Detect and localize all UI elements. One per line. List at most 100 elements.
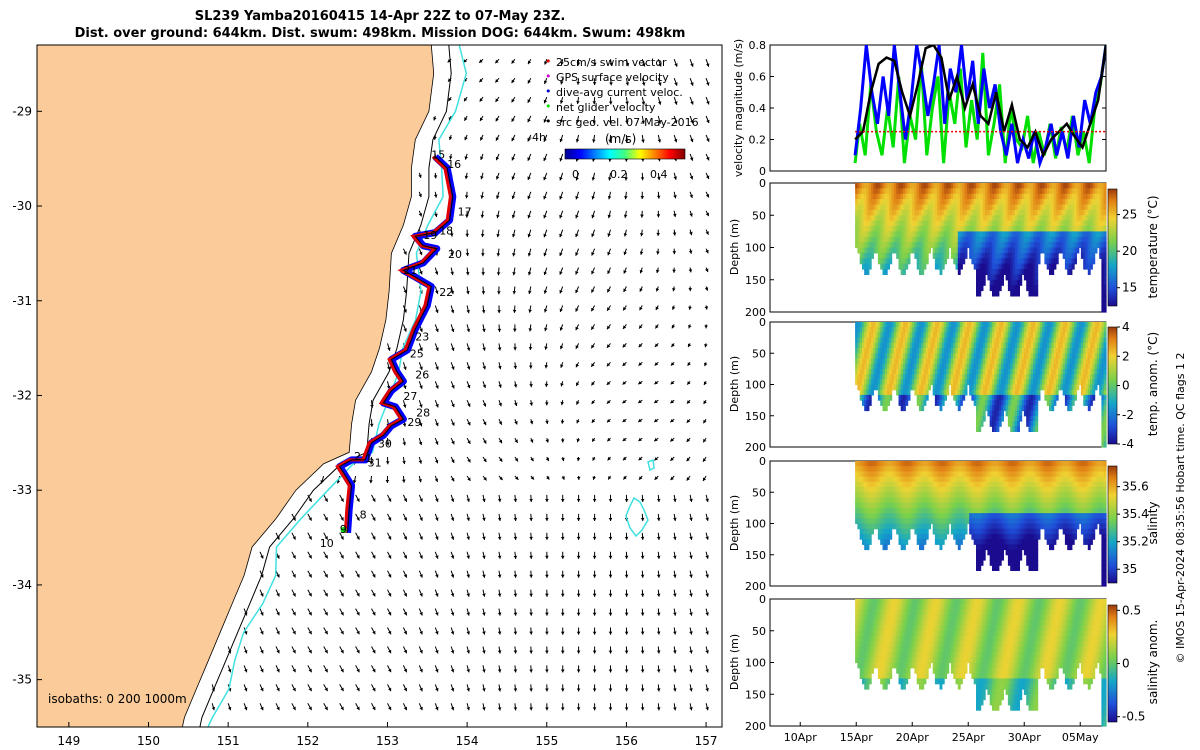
section-cell: [980, 199, 984, 206]
section-cell: [914, 252, 918, 259]
section-cell: [1087, 242, 1091, 249]
section-cell: [862, 358, 865, 365]
section-cell: [898, 374, 902, 380]
section-cell: [1019, 322, 1023, 328]
section-cell: [1035, 274, 1039, 281]
section-cell: [1001, 204, 1004, 211]
section-cell: [994, 363, 998, 370]
section-cell: [909, 220, 913, 227]
section-cell: [1085, 183, 1089, 189]
section-cell: [944, 193, 947, 200]
section-cell: [859, 258, 863, 265]
velocity-arrowhead: [624, 707, 629, 711]
section-cell: [994, 236, 998, 243]
section-cell: [866, 258, 870, 265]
velocity-arrowhead: [543, 233, 547, 238]
velocity-arrowhead: [403, 649, 407, 654]
section-cell: [862, 209, 865, 216]
section-cell: [866, 215, 870, 222]
section-cell: [884, 193, 888, 200]
section-cell: [932, 379, 936, 386]
section-cell: [937, 342, 941, 349]
section-cell: [896, 363, 900, 370]
section-cell: [978, 285, 982, 292]
section-cell: [978, 269, 982, 275]
section-cell: [996, 188, 1000, 195]
section-cell: [1067, 252, 1071, 259]
section-cell: [903, 368, 906, 375]
section-cell: [1030, 285, 1034, 292]
section-cell: [960, 263, 963, 270]
section-cell: [964, 389, 968, 396]
velocity-arrowhead: [688, 343, 692, 347]
section-cell: [1078, 231, 1082, 238]
section-cell: [900, 405, 904, 412]
section-cell: [887, 242, 890, 249]
section-cell: [996, 332, 1000, 339]
section-cell: [944, 226, 947, 232]
section-cell: [896, 231, 900, 238]
section-cell: [971, 394, 975, 401]
section-cell: [1026, 274, 1030, 281]
velocity-arrowhead: [356, 649, 360, 654]
section-cell: [882, 322, 886, 328]
section-cell: [989, 405, 993, 412]
section-cell: [1010, 358, 1014, 365]
section-cell: [934, 368, 938, 375]
section-cell: [1083, 226, 1087, 232]
section-cell: [1046, 247, 1050, 254]
section-cell: [946, 247, 950, 254]
section-cell: [969, 348, 973, 354]
section-cell: [1035, 327, 1039, 333]
section-cell: [1049, 220, 1052, 227]
section-cell: [1017, 379, 1020, 386]
velocity-arrowhead: [419, 687, 423, 692]
velocity-arrowhead: [576, 382, 580, 386]
section-cell: [964, 327, 968, 333]
section-cell: [1062, 193, 1066, 200]
section-cell: [1103, 279, 1107, 286]
section-cell: [898, 231, 902, 238]
section-cell: [1080, 247, 1084, 254]
section-cell: [1028, 252, 1032, 259]
velocity-arrowhead: [513, 631, 518, 635]
section-cell: [969, 384, 973, 391]
velocity-arrowhead: [527, 252, 532, 257]
section-cell: [982, 410, 986, 417]
velocity-arrowhead: [656, 612, 661, 616]
section-cell: [1012, 285, 1016, 292]
section-cell: [1103, 269, 1107, 275]
section-cell: [1094, 226, 1098, 232]
section-cell: [889, 226, 893, 232]
section-cell: [871, 353, 874, 360]
section-cell: [1094, 204, 1098, 211]
section-cell: [855, 322, 858, 328]
velocity-arrowhead: [498, 384, 502, 388]
section-cell: [1103, 231, 1107, 238]
section-cell: [1053, 220, 1057, 227]
section-cell: [873, 384, 877, 391]
section-cell: [1064, 247, 1068, 254]
velocity-arrowhead: [624, 536, 629, 540]
section-cell: [1096, 183, 1100, 189]
section-cell: [992, 400, 995, 406]
section-cell: [992, 279, 995, 286]
section-cell: [898, 204, 902, 211]
section-cell: [859, 332, 863, 339]
section-cell: [914, 199, 918, 206]
velocity-arrowhead: [528, 309, 532, 313]
section-cell: [1005, 183, 1009, 189]
section-cell: [1030, 188, 1034, 195]
section-cell: [1103, 306, 1107, 313]
section-cell: [1023, 379, 1027, 386]
velocity-arrowhead: [670, 399, 674, 404]
section-cell: [1017, 426, 1020, 432]
section-cell: [1019, 215, 1023, 222]
section-cell: [900, 379, 904, 386]
section-cell: [973, 263, 977, 270]
velocity-arrowhead: [688, 288, 692, 292]
section-cell: [889, 332, 893, 339]
velocity-arrowhead: [638, 418, 642, 422]
section-cell: [912, 337, 915, 344]
